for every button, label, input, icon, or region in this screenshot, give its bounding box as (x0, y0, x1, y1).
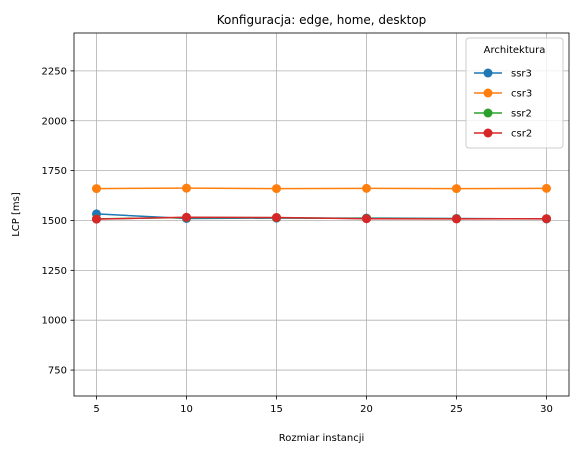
data-point (542, 214, 551, 224)
legend-item-csr2: csr2 (474, 128, 532, 140)
y-axis-label: LCP [ms] (11, 192, 22, 237)
data-point (362, 183, 371, 193)
data-point (272, 212, 281, 222)
legend-label: ssr3 (511, 69, 532, 80)
x-axis-label: Rozmiar instancji (279, 433, 365, 444)
legend-swatch-marker (483, 88, 493, 98)
y-tick-label: 1250 (42, 266, 67, 277)
legend-label: csr2 (511, 129, 532, 140)
legend-swatch-marker (483, 108, 493, 118)
legend-box (465, 37, 564, 149)
data-point (452, 214, 461, 224)
legend-label: csr3 (511, 89, 532, 100)
data-point (452, 184, 461, 194)
x-tick-label: 30 (540, 404, 553, 415)
legend-title: Architektura (484, 45, 546, 56)
data-point (272, 184, 281, 194)
data-point (92, 214, 101, 224)
legend-item-ssr2: ssr2 (474, 108, 532, 120)
data-point (182, 183, 191, 193)
legend: Architektura ssr3 csr3 ssr2 csr2 (465, 37, 564, 149)
y-tick-label: 2250 (42, 66, 67, 77)
y-tick-label: 1750 (42, 166, 67, 177)
series-csr2 (92, 212, 551, 224)
x-tick-label: 20 (360, 404, 373, 415)
data-point (92, 184, 101, 194)
y-tick-label: 1500 (42, 216, 67, 227)
series-line (96, 216, 547, 220)
data-point (182, 212, 191, 222)
legend-swatch-marker (483, 128, 493, 138)
series-layer (92, 183, 551, 224)
x-tick-label: 25 (450, 404, 463, 415)
legend-item-ssr3: ssr3 (474, 68, 532, 80)
x-tick-label: 10 (180, 404, 193, 415)
ticks: 5 10 15 20 25 30 750 1000 1250 1500 1750 2000 2250 (42, 66, 553, 415)
data-point (542, 183, 551, 193)
legend-item-csr3: csr3 (474, 88, 532, 100)
y-tick-label: 1000 (42, 316, 67, 327)
series-csr3 (92, 183, 551, 194)
chart-title: Konfiguracja: edge, home, desktop (217, 13, 427, 27)
legend-swatch-marker (483, 68, 493, 78)
legend-label: ssr2 (511, 109, 532, 120)
data-point (362, 214, 371, 224)
y-tick-label: 750 (48, 366, 67, 377)
legend-items: ssr3 csr3 ssr2 csr2 (474, 68, 532, 140)
plot-frame (73, 32, 570, 397)
x-tick-label: 15 (270, 404, 283, 415)
y-tick-label: 2000 (42, 116, 67, 127)
x-tick-label: 5 (93, 404, 99, 415)
